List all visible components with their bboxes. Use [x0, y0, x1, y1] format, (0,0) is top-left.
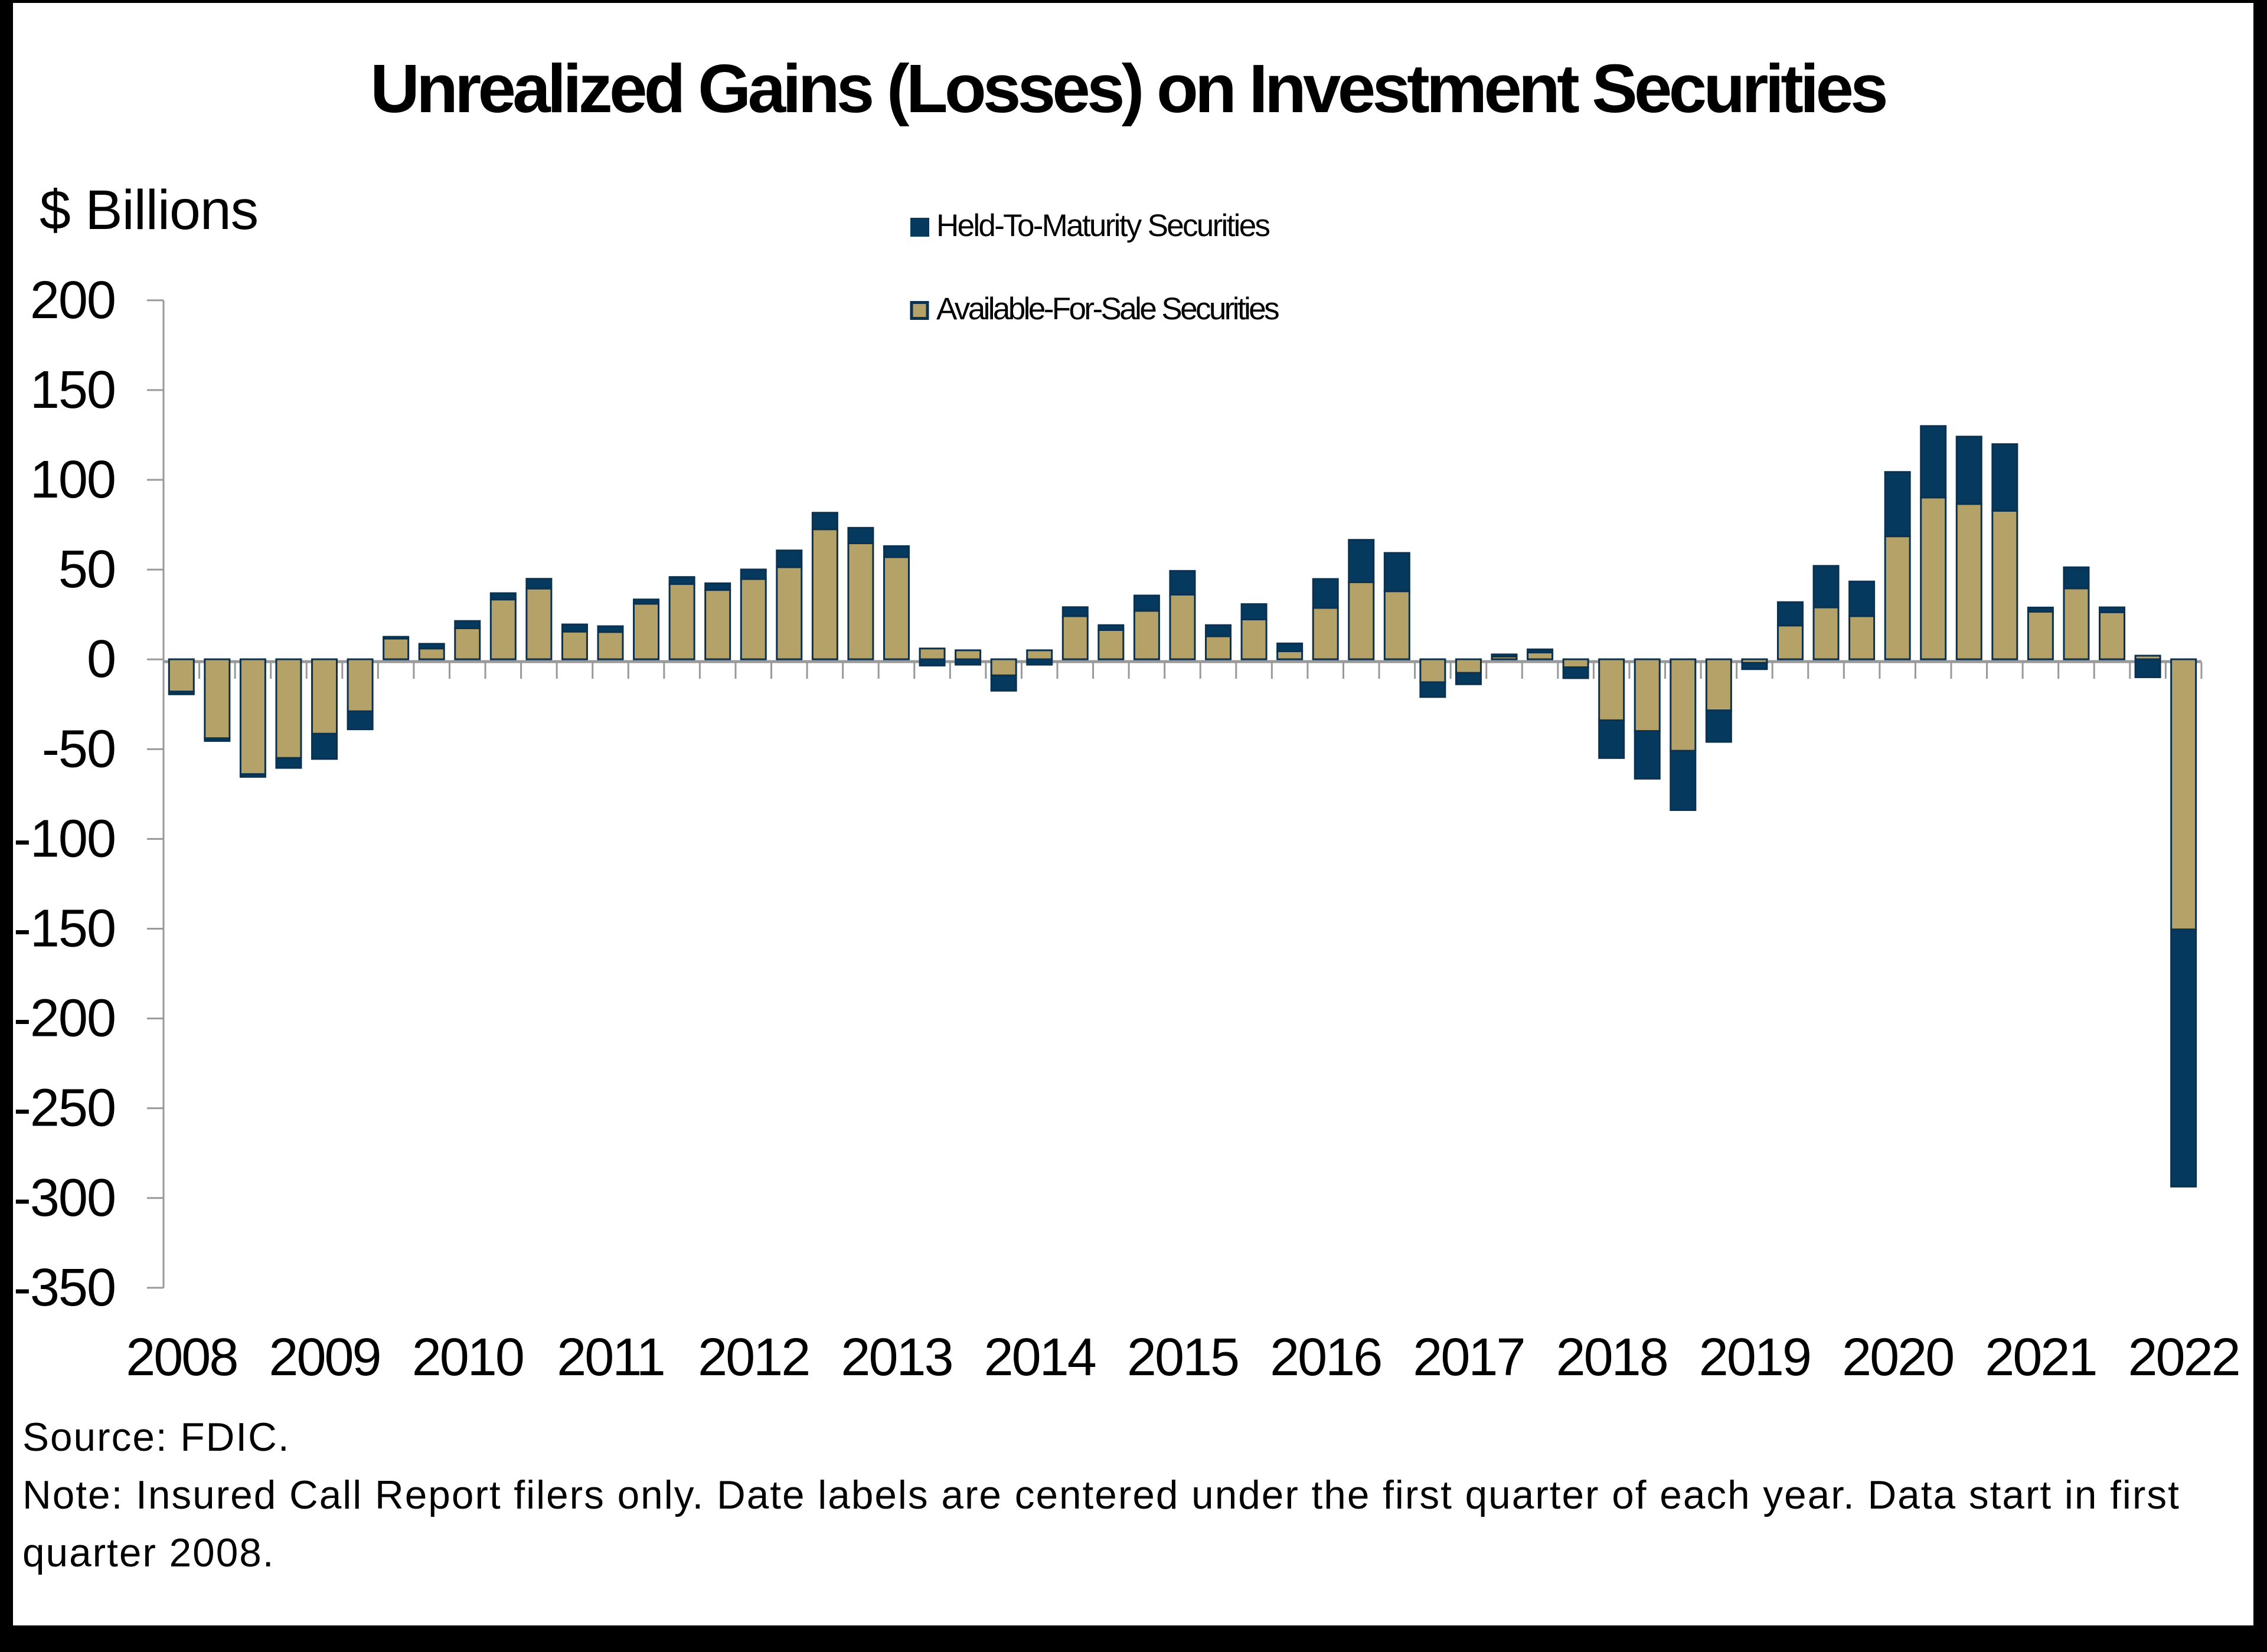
svg-text:-200: -200 [14, 989, 115, 1048]
svg-text:2012: 2012 [698, 1328, 809, 1387]
svg-text:2017: 2017 [1413, 1328, 1524, 1387]
svg-text:2016: 2016 [1270, 1328, 1381, 1387]
svg-text:quarter 2008.: quarter 2008. [22, 1531, 275, 1575]
svg-text:200: 200 [30, 271, 115, 330]
svg-text:-300: -300 [14, 1169, 115, 1228]
svg-text:2021: 2021 [1985, 1328, 2096, 1387]
svg-text:-100: -100 [14, 809, 115, 868]
svg-text:-50: -50 [42, 719, 115, 778]
svg-text:50: 50 [58, 540, 115, 599]
svg-text:2015: 2015 [1127, 1328, 1238, 1387]
svg-text:150: 150 [30, 361, 115, 420]
svg-text:2019: 2019 [1699, 1328, 1810, 1387]
svg-text:$ Billions: $ Billions [40, 179, 258, 241]
svg-text:2008: 2008 [126, 1328, 237, 1387]
svg-text:2022: 2022 [2128, 1328, 2239, 1387]
svg-text:Available-For-Sale Securities: Available-For-Sale Securities [936, 292, 1279, 326]
svg-text:2011: 2011 [557, 1328, 664, 1387]
svg-text:-250: -250 [14, 1079, 115, 1138]
svg-text:100: 100 [30, 450, 115, 509]
svg-text:Held-To-Maturity Securities: Held-To-Maturity Securities [936, 208, 1269, 243]
svg-text:Unrealized Gains (Losses) on I: Unrealized Gains (Losses) on Investment … [370, 50, 1886, 127]
svg-text:2013: 2013 [841, 1328, 952, 1387]
svg-text:2020: 2020 [1842, 1328, 1953, 1387]
svg-text:2018: 2018 [1556, 1328, 1667, 1387]
svg-text:Source: FDIC.: Source: FDIC. [22, 1415, 290, 1460]
svg-text:Note: Insured Call Report file: Note: Insured Call Report filers only. D… [22, 1473, 2180, 1517]
svg-text:0: 0 [87, 630, 115, 689]
svg-text:2009: 2009 [269, 1328, 380, 1387]
svg-text:-150: -150 [14, 899, 115, 959]
svg-text:-350: -350 [14, 1258, 115, 1317]
svg-text:2014: 2014 [984, 1328, 1096, 1387]
svg-text:2010: 2010 [412, 1328, 523, 1387]
